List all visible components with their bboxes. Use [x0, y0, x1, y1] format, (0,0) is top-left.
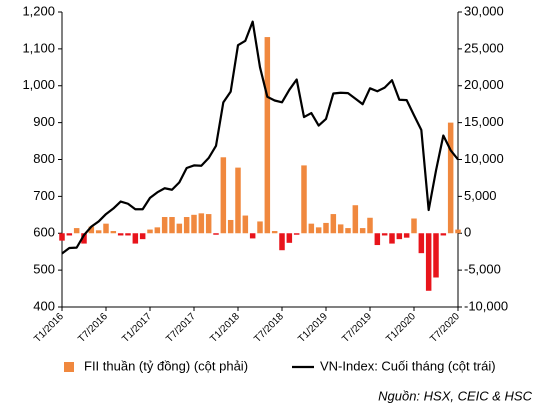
x-tick-label: T1/2018	[208, 311, 242, 345]
bar	[367, 217, 373, 234]
bar	[125, 233, 131, 236]
bar	[73, 228, 80, 234]
line	[61, 20, 459, 255]
bar	[374, 233, 381, 246]
bar	[264, 37, 271, 234]
bar	[418, 233, 425, 254]
y-tick-label: 1,200	[22, 3, 55, 18]
bar	[191, 214, 197, 234]
bar	[235, 167, 241, 234]
bar	[396, 233, 403, 240]
y-tick-label: 1,100	[22, 40, 55, 55]
bar	[95, 230, 102, 234]
y-tick-label: 400	[33, 298, 55, 313]
bar	[81, 233, 87, 244]
y2-tick-label: -5,000	[464, 262, 501, 277]
y-tick-label: 900	[33, 114, 55, 129]
bar	[440, 233, 447, 236]
y2-tick-label: 30,000	[464, 3, 504, 18]
bar	[183, 217, 190, 234]
bar	[352, 205, 359, 234]
bar	[220, 157, 227, 234]
y2-tick-label: 15,000	[464, 114, 504, 129]
bar	[323, 222, 329, 234]
bar	[455, 229, 461, 234]
x-tick-label: T7/2018	[252, 311, 286, 345]
bar	[425, 233, 432, 291]
bar	[257, 221, 263, 234]
x-tick-label: T1/2017	[120, 311, 154, 345]
y2-tick-label: 10,000	[464, 151, 504, 166]
bar	[66, 233, 73, 236]
y-tick-label: 700	[33, 188, 55, 203]
bar	[198, 213, 205, 234]
x-tick-label: T7/2017	[164, 311, 198, 345]
bar	[301, 165, 307, 234]
bar	[381, 233, 388, 236]
bar	[315, 227, 322, 234]
bar	[227, 219, 234, 234]
bar	[147, 229, 153, 234]
bar	[103, 223, 109, 234]
x-tick-label: T1/2016	[32, 311, 66, 345]
bar	[308, 223, 315, 234]
bar	[88, 226, 95, 234]
x-tick-label: T1/2019	[296, 311, 330, 345]
y-tick-label: 1,000	[22, 77, 55, 92]
bar	[110, 231, 117, 234]
bar	[161, 217, 168, 234]
legend-label: FII thuần (tỷ đồng) (cột phải)	[84, 358, 248, 373]
bar	[411, 218, 417, 234]
x-tick-label: T1/2020	[384, 311, 418, 345]
bar	[139, 233, 146, 240]
bar	[337, 224, 344, 234]
bar	[154, 227, 161, 234]
bar	[286, 233, 293, 243]
bar	[279, 233, 285, 251]
bar	[205, 214, 212, 234]
y-tick-label: 600	[33, 225, 55, 240]
y2-tick-label: 20,000	[464, 77, 504, 92]
y2-tick-label: -10,000	[464, 298, 508, 313]
x-tick-label: T7/2020	[428, 311, 462, 345]
bar	[293, 233, 300, 235]
bar	[249, 233, 256, 239]
bar	[59, 233, 65, 241]
x-tick-label: T7/2019	[340, 311, 374, 345]
x-tick-label: T7/2016	[76, 311, 110, 345]
bar	[117, 233, 124, 236]
y2-tick-label: 25,000	[464, 40, 504, 55]
bar	[389, 233, 395, 244]
legend-label: VN-Index: Cuối tháng (cột trái)	[320, 358, 496, 373]
y-tick-label: 500	[33, 262, 55, 277]
bar	[242, 215, 249, 234]
y-tick-label: 800	[33, 151, 55, 166]
legend-swatch	[64, 362, 74, 372]
bar	[403, 233, 410, 238]
bar	[345, 228, 351, 234]
y2-tick-label: 0	[464, 225, 471, 240]
bar	[176, 223, 183, 234]
bar	[169, 217, 175, 234]
source-note: Nguồn: HSX, CEIC & HSC	[378, 388, 532, 403]
bar	[330, 214, 337, 234]
y2-tick-label: 5,000	[464, 188, 497, 203]
bar	[359, 228, 366, 234]
bar	[447, 122, 454, 234]
bar	[271, 231, 278, 234]
bar	[213, 233, 219, 235]
bar	[433, 233, 439, 278]
bar	[132, 233, 139, 244]
